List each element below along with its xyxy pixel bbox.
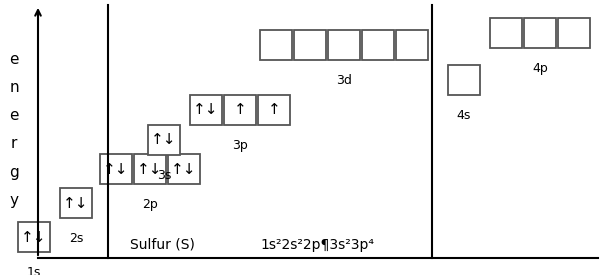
Bar (448, 65, 480, 95)
Bar (294, 30, 326, 60)
Text: ↑↓: ↑↓ (104, 161, 129, 177)
Text: 3p: 3p (232, 139, 248, 152)
Text: g: g (9, 164, 19, 180)
Bar (60, 188, 92, 218)
Text: y: y (10, 192, 19, 208)
Bar (190, 95, 222, 125)
Text: 1s: 1s (27, 266, 41, 275)
Text: e: e (9, 109, 19, 123)
Text: ↑↓: ↑↓ (63, 196, 88, 210)
Text: 2s: 2s (69, 232, 83, 245)
Bar (260, 30, 292, 60)
Bar (328, 30, 360, 60)
Text: ↑↓: ↑↓ (151, 133, 177, 147)
Text: ↑↓: ↑↓ (137, 161, 163, 177)
Text: 3s: 3s (157, 169, 171, 182)
Text: ↑↓: ↑↓ (193, 103, 219, 117)
Bar (558, 18, 590, 48)
Text: 1s²2s²2p¶3s²3p⁴: 1s²2s²2p¶3s²3p⁴ (260, 238, 374, 252)
Text: n: n (9, 81, 19, 95)
Bar (362, 30, 394, 60)
Bar (524, 18, 556, 48)
Text: ↑↓: ↑↓ (21, 230, 47, 244)
Bar (148, 125, 180, 155)
Bar (134, 154, 166, 184)
Text: ↑: ↑ (234, 103, 246, 117)
Bar (396, 30, 428, 60)
Text: 4p: 4p (532, 62, 548, 75)
Text: r: r (11, 136, 17, 152)
Bar (258, 95, 290, 125)
Text: e: e (9, 53, 19, 67)
Bar (18, 222, 50, 252)
Bar (100, 154, 132, 184)
Text: ↑↓: ↑↓ (171, 161, 197, 177)
Text: ↑: ↑ (268, 103, 281, 117)
Text: 3d: 3d (336, 74, 352, 87)
Bar (224, 95, 256, 125)
Bar (490, 18, 522, 48)
Bar (168, 154, 200, 184)
Text: 2p: 2p (142, 198, 158, 211)
Text: Sulfur (S): Sulfur (S) (130, 238, 195, 252)
Text: 4s: 4s (457, 109, 471, 122)
